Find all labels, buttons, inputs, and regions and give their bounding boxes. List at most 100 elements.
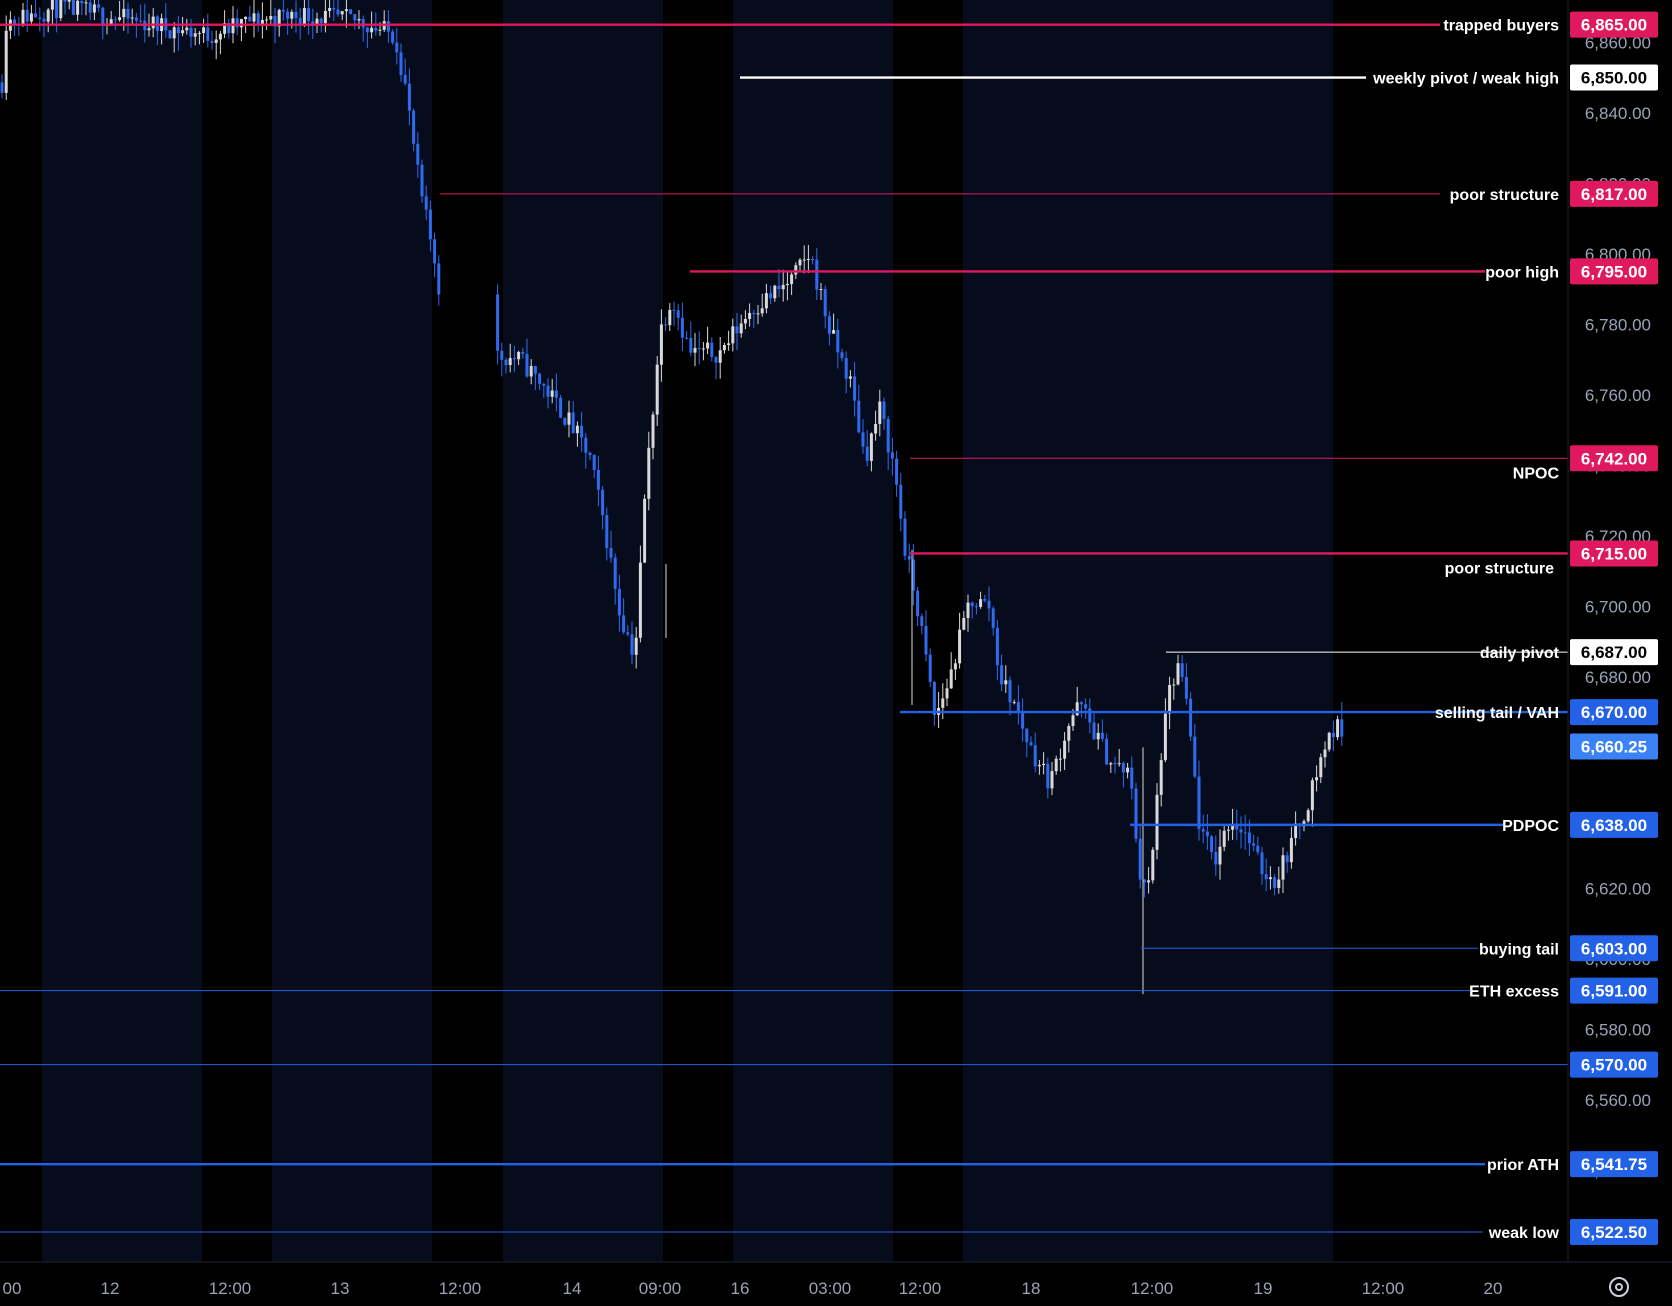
candle-down [80,0,84,4]
candle-up [223,23,227,34]
candle-up [659,324,663,365]
x-tick-label: 13 [331,1279,350,1298]
candle-down [1008,680,1012,703]
candle-down [307,8,311,22]
candle-up [109,19,113,25]
candle-up [151,16,155,29]
candle-down [353,14,357,21]
candle-down [101,7,105,25]
candle-down [25,9,29,22]
candle-up [953,663,957,670]
candle-up [1231,823,1235,830]
candle-up [748,312,752,320]
level-label: prior ATH [1487,1157,1559,1174]
session-shade [42,0,202,1262]
candle-down [391,31,395,43]
candle-up [764,293,768,309]
candle-up [773,285,777,299]
candle-down [974,606,978,608]
candle-up [1172,684,1176,686]
candle-down [714,357,718,363]
candle-down [38,17,42,19]
price-tag [1570,11,1658,38]
candle-up [269,16,273,20]
candle-down [1252,843,1256,846]
price-tag-text: 6,715.00 [1581,544,1647,563]
candle-down [298,17,302,25]
price-tag [1570,639,1658,666]
candle-up [1067,726,1071,741]
candle-down [424,196,428,210]
candle-up [798,259,802,266]
candle-down [428,209,432,240]
candle-up [1012,702,1016,704]
candle-down [437,263,441,295]
price-tags-group: 6,865.00 6,850.00 6,817.00 6,795.00 6,742.00… [1570,11,1658,1246]
candle-down [911,559,915,591]
candle-up [181,30,185,34]
x-tick-label: 20 [1484,1279,1503,1298]
candle-down [689,337,693,353]
candle-down [861,432,865,447]
candle-down [613,557,617,589]
candle-up [655,364,659,415]
candle-down [1180,663,1184,677]
candle-down [836,330,840,353]
candle-up [46,9,50,22]
candle-up [130,17,134,19]
candle-down [281,9,285,12]
settings-icon[interactable] [1609,1277,1629,1297]
candle-down [1243,832,1247,834]
candle-down [1184,676,1188,699]
candle-down [1025,728,1029,743]
candle-down [126,8,130,19]
candle-up [1323,749,1327,758]
candle-up [4,30,8,93]
candle-down [622,615,626,633]
candle-up [344,9,348,12]
candle-up [1075,702,1079,716]
candle-up [197,33,201,35]
candle-down [588,452,592,456]
y-tick-label: 6,620.00 [1585,879,1651,898]
session-shading [42,0,1333,1262]
candle-up [869,433,873,461]
candle-up [781,284,785,290]
candle-up [59,0,63,19]
candle-down [680,317,684,338]
candle-up [328,7,332,11]
candle-down [206,27,210,41]
candle-up [966,602,970,618]
level-label: weak low [1488,1225,1560,1242]
candle-down [1189,698,1193,737]
level-label: daily pivot [1480,645,1560,662]
price-tag [1570,258,1658,285]
candle-down [1256,845,1260,853]
candle-down [815,259,819,290]
candle-down [386,21,390,32]
candle-down [407,83,411,111]
candle-down [1142,879,1146,883]
candle-down [563,417,567,425]
candle-down [1331,732,1335,738]
candle-down [1130,767,1134,789]
candle-up [743,319,747,324]
candle-up [575,425,579,434]
candle-down [769,293,773,299]
price-tag-text: 6,742.00 [1581,449,1647,468]
candle-down [932,682,936,716]
candle-up [1294,823,1298,839]
candle-down [210,40,214,43]
candle-up [1151,849,1155,881]
candle-down [983,599,987,601]
candle-down [521,351,525,354]
candle-down [1000,665,1004,685]
candle-down [525,353,529,377]
candle-up [634,637,638,655]
time-axis-panel [0,1262,1672,1306]
level-label: selling tail / VAH [1435,705,1559,722]
candle-down [626,632,630,635]
candle-up [785,284,789,286]
candle-down [113,19,117,21]
